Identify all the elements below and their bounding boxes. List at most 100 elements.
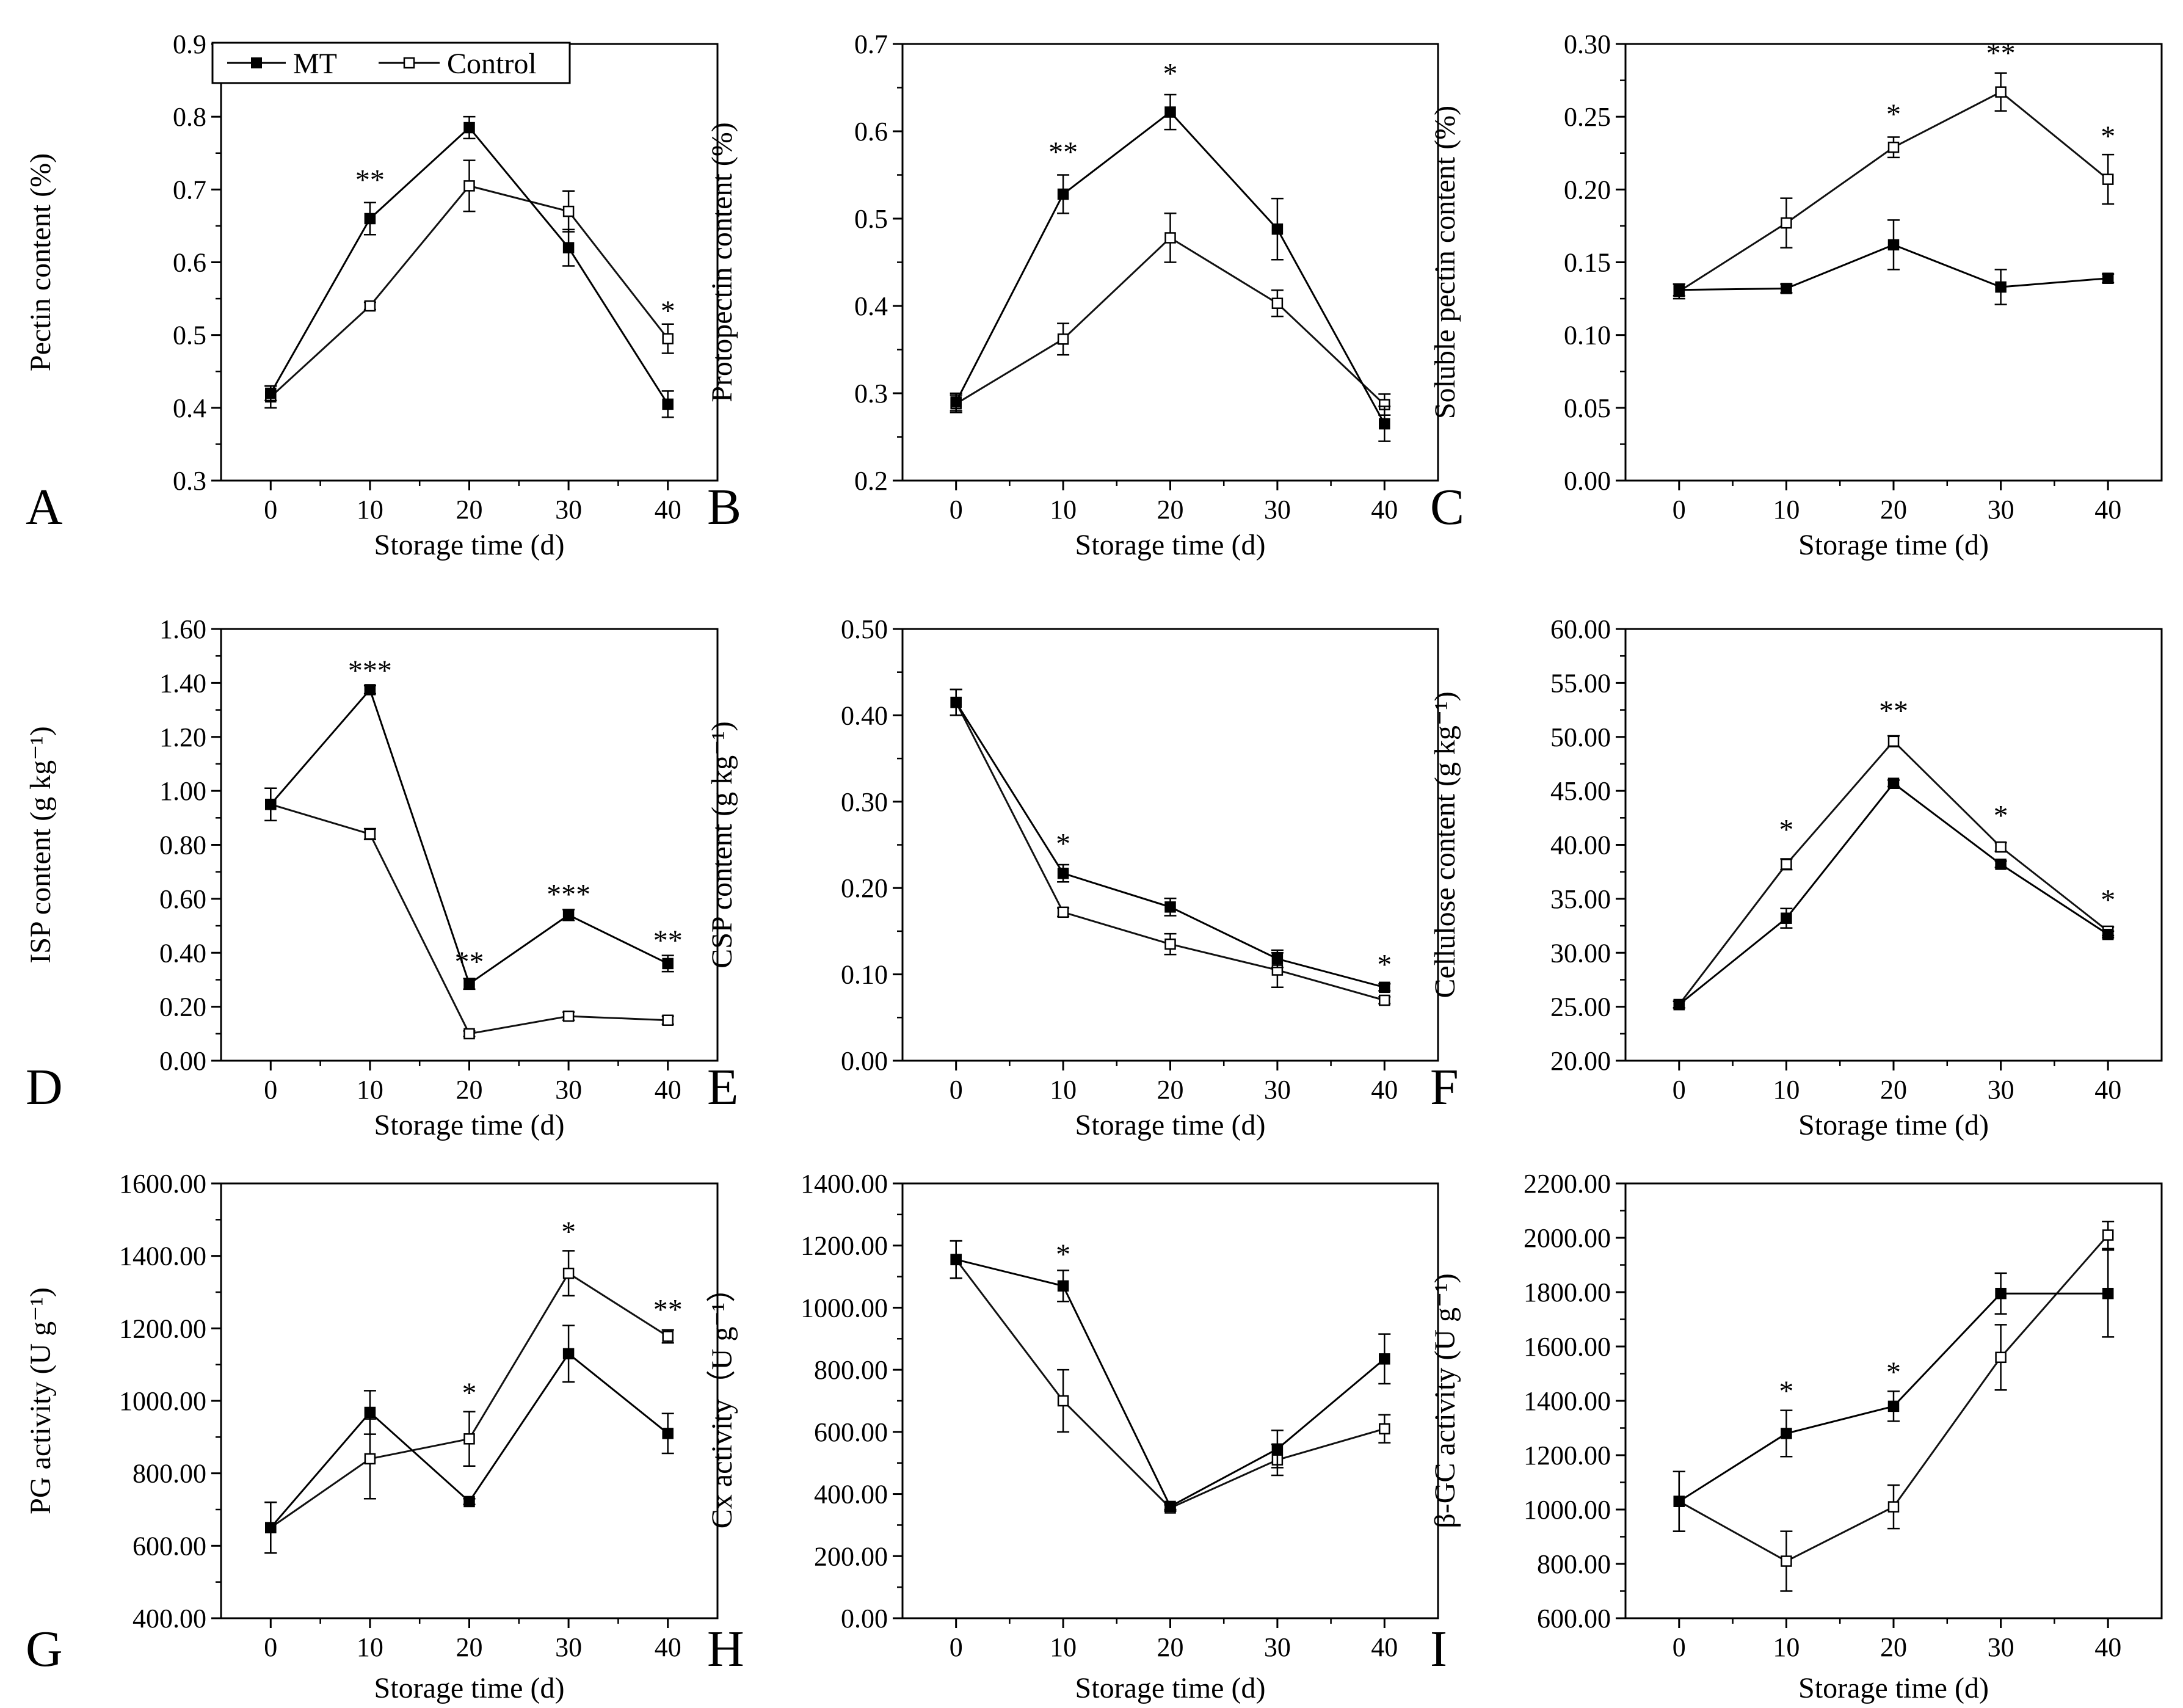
y-axis-title: β-GC activity (U g⁻¹)	[1429, 1273, 1461, 1528]
data-point	[1673, 1495, 1685, 1507]
series-mt	[950, 1240, 1391, 1513]
data-point	[1887, 1501, 1900, 1513]
x-tick-label: 10	[1773, 1632, 1800, 1662]
y-axis-title: Cellulose content (g kg⁻¹)	[1429, 691, 1461, 998]
y-axis-title: Cx activity（U g⁻¹）	[706, 1273, 738, 1528]
y-tick-label: 0.7	[173, 175, 206, 205]
panel-f: 20.00 25.00 30.00 35.00 40.00 45.00 50.00 55.00…	[1429, 614, 2163, 1141]
y-tick-label: 0.5	[854, 204, 888, 234]
y-tick-label: 0.00	[841, 1046, 888, 1076]
data-point	[662, 958, 674, 970]
panel-a: 0.3 0.4 0.5 0.6 0.7 0.8 0.9 0 10 20 30 40 Storage ti…	[24, 29, 719, 561]
y-tick-label: 50.00	[1550, 722, 1611, 752]
data-point	[1271, 297, 1284, 309]
x-tick-label: 0	[950, 1632, 963, 1662]
data-point	[1887, 777, 1900, 790]
significance-mark: *	[1994, 800, 2008, 832]
significance-mark: *	[1056, 828, 1070, 860]
y-tick-label: 0.6	[173, 248, 206, 278]
panel-c: 0.00 0.05 0.10 0.15 0.20 0.25 0.30 0 10 20 30 40 Sto…	[1429, 29, 2163, 561]
data-point	[662, 333, 674, 344]
y-tick-label: 0.30	[1564, 29, 1611, 59]
x-tick-label: 40	[655, 1075, 681, 1105]
data-point	[265, 798, 277, 810]
series-mt	[950, 688, 1391, 994]
significance-mark: **	[1986, 37, 2016, 70]
y-tick-label: 0.15	[1564, 248, 1611, 278]
data-point	[1781, 859, 1792, 870]
y-tick-label: 0.3	[854, 379, 888, 409]
series-mt	[264, 1325, 674, 1554]
series-line	[270, 688, 669, 986]
data-point	[1781, 912, 1792, 924]
data-point	[1887, 141, 1900, 153]
data-point	[1379, 994, 1390, 1006]
series-line	[270, 803, 668, 1035]
y-tick-label: 40.00	[1550, 830, 1611, 860]
x-tick-label: 0	[1673, 495, 1686, 525]
x-tick-label: 20	[1880, 1075, 1907, 1105]
x-tick-label: 10	[1050, 1632, 1077, 1662]
data-point	[1781, 1555, 1792, 1567]
series-mt	[950, 93, 1391, 442]
data-point	[1781, 217, 1792, 229]
x-tick-label: 20	[1157, 1632, 1184, 1662]
panel-d: 0.00 0.20 0.40 0.60 0.80 1.00 1.20 1.40 1.60 0 10 2…	[24, 614, 719, 1141]
data-point	[1379, 418, 1390, 430]
significance-mark: *	[661, 295, 675, 327]
y-tick-label: 25.00	[1550, 992, 1611, 1022]
x-tick-label: 20	[1880, 495, 1907, 525]
x-axis-title: Storage time (d)	[1798, 1672, 1989, 1704]
y-axis-title: Pectin content (%)	[24, 153, 57, 371]
y-tick-label: 0.80	[159, 830, 206, 860]
series-control	[264, 787, 674, 1040]
data-point	[364, 1406, 376, 1419]
x-tick-label: 10	[1773, 495, 1800, 525]
y-tick-label: 0.20	[841, 873, 888, 903]
x-tick-label: 20	[1880, 1632, 1907, 1662]
data-point	[463, 978, 475, 990]
data-point	[562, 1348, 575, 1360]
panel-letter: H	[707, 1621, 744, 1677]
data-point	[1057, 867, 1069, 879]
y-axis-title: CSP content (g kg⁻¹)	[706, 721, 738, 968]
data-point	[1673, 284, 1685, 296]
significance-mark: ***	[348, 655, 392, 687]
series-mt	[1673, 1249, 2115, 1532]
y-tick-label: 800.00	[814, 1355, 888, 1385]
data-point	[1271, 953, 1284, 965]
legend: MT Control	[211, 42, 571, 84]
data-point	[1995, 1351, 2007, 1364]
series-mt	[1673, 777, 2115, 1011]
data-point	[2102, 928, 2114, 940]
chart-panels: 0.3 0.4 0.5 0.6 0.7 0.8 0.9 0 10 20 30 40 Storage ti…	[24, 29, 2163, 1704]
data-point	[562, 909, 575, 921]
data-point	[562, 1267, 575, 1279]
panel-i: 600.00 800.00 1000.00 1200.00 1400.00 1600.00…	[1429, 1169, 2163, 1704]
data-point	[662, 1014, 674, 1026]
y-tick-label: 0.5	[173, 321, 206, 351]
data-point	[463, 180, 475, 192]
y-tick-label: 45.00	[1550, 776, 1611, 806]
x-tick-label: 40	[1371, 1075, 1398, 1105]
x-tick-label: 0	[264, 1632, 277, 1662]
data-point	[1164, 901, 1176, 913]
x-tick-label: 20	[456, 495, 483, 525]
significance-mark: **	[653, 1294, 683, 1326]
y-tick-label: 0.60	[159, 884, 206, 914]
data-point	[562, 205, 575, 217]
data-point	[662, 398, 674, 410]
x-tick-label: 10	[357, 495, 383, 525]
x-tick-label: 10	[357, 1632, 383, 1662]
x-axis-title: Storage time (d)	[374, 1672, 565, 1704]
data-point	[1057, 906, 1069, 918]
data-point	[1271, 1443, 1284, 1455]
data-point	[1887, 239, 1900, 251]
x-tick-label: 10	[357, 1075, 383, 1105]
significance-mark: **	[1048, 136, 1078, 169]
data-point	[463, 122, 475, 134]
data-point	[1887, 1400, 1900, 1412]
data-point	[950, 696, 962, 708]
panel-letter: B	[707, 479, 741, 536]
